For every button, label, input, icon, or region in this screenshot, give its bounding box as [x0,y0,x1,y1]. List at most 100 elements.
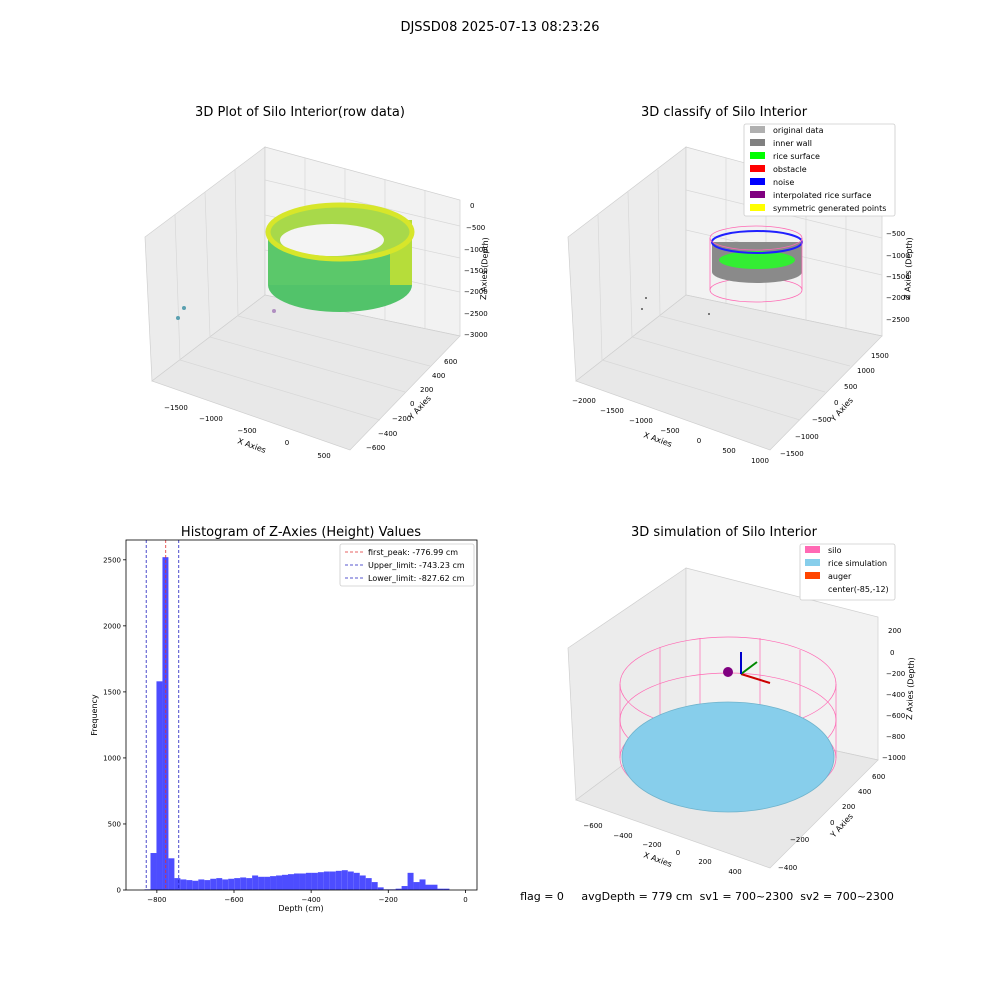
legend-swatch [750,152,765,159]
classify-xtick: −1500 [600,407,624,415]
histogram-bar [353,872,360,890]
raw-xtick: 0 [285,439,289,447]
status-line: flag = 0 avgDepth = 779 cm sv1 = 700~230… [520,890,894,903]
histogram-ytick-label: 1000 [103,754,121,762]
histogram-bar [240,877,247,890]
histogram-ytick-label: 2000 [103,622,121,630]
histogram-bar [377,887,384,890]
classify-ytick: 500 [844,383,857,391]
histogram-title: Histogram of Z-Axies (Height) Values [181,525,421,540]
sim-xtick: 400 [728,868,741,876]
raw-xlabel: X Axies [236,436,267,455]
classify-ytick: 0 [834,399,838,407]
histogram-bar [210,878,217,890]
raw-xtick: 500 [317,452,330,460]
raw-ytick: −400 [378,430,397,438]
panel-raw-3d: 3D Plot of Silo Interior(row data) −1500… [144,105,490,460]
raw-ztick: −2500 [464,310,488,318]
panel-simulation-title: 3D simulation of Silo Interior [631,525,818,540]
sim-xlabel: X Axies [642,850,673,869]
classify-ylabel: Y Axies [828,396,855,424]
raw-outlier-point [182,306,186,310]
histogram-bar [276,875,283,890]
classify-xtick: −2000 [572,397,596,405]
raw-ztick: 0 [470,202,474,210]
legend-swatch [750,139,765,146]
raw-ztick: −1000 [464,246,488,254]
histogram-bar [192,880,199,890]
sim-ztick: −600 [886,712,905,720]
sim-ytick: 600 [872,773,885,781]
histogram-bar [437,888,444,890]
histogram-bar [293,873,300,890]
sim-ytick: 400 [858,788,871,796]
raw-outlier-point [176,316,180,320]
raw-ytick: 400 [432,372,445,380]
sim-legend-frame [799,543,896,601]
raw-outlier-point [272,309,276,313]
classify-ztick: −1000 [886,252,910,260]
legend-label: center(-85,-12) [828,585,889,594]
histogram-bar [407,872,414,890]
classify-xtick: 500 [722,447,735,455]
legend-label: rice simulation [828,559,887,568]
histogram-bar [168,858,175,890]
histogram-bar [425,884,432,890]
legend-label: auger [828,572,852,581]
histogram-yticks: 0 500 1000 1500 2000 2500 [103,556,126,895]
classify-ztick: −1500 [886,273,910,281]
raw-ytick: 0 [410,400,414,408]
histogram-bar [305,872,312,890]
raw-ztick: −2000 [464,288,488,296]
histogram-reference-lines [145,540,180,890]
legend-label: rice surface [773,152,820,161]
raw-ztick: −3000 [464,331,488,339]
legend-swatch [805,546,820,553]
sim-ytick: −200 [790,836,809,844]
histogram-bar [317,872,324,890]
legend-label: original data [773,126,824,135]
panel-histogram: Histogram of Z-Axies (Height) Values −80… [90,525,478,913]
histogram-bar [282,874,288,890]
histogram-bar [311,872,318,890]
raw-floor-pane [151,294,461,451]
histogram-xtick-label: −400 [302,896,321,904]
raw-ytick: 600 [444,358,457,366]
histogram-xtick-label: −800 [147,896,166,904]
histogram-ylabel: Frequency [90,694,99,736]
histogram-bar [270,876,277,890]
raw-ztick: −1500 [464,267,488,275]
classify-xtick: −1000 [629,417,653,425]
raw-zlabel: Z Axies (Depth) [479,237,490,300]
histogram-bar [222,879,229,890]
histogram-bar [234,878,241,890]
panel-raw-title: 3D Plot of Silo Interior(row data) [195,105,405,120]
raw-xtick: −1000 [199,415,223,423]
histogram-bar [341,870,348,890]
legend-swatch [750,126,765,133]
histogram-legend: first_peak: -776.99 cm Upper_limit: -743.… [339,543,475,587]
classify-ztick: −2500 [886,316,910,324]
sim-legend: silo rice simulation auger center(-85,-12) [799,543,896,601]
histogram-bar [150,853,157,890]
histogram-bar [443,888,450,890]
classify-ztick: −2000 [886,294,910,302]
sim-rice-surface [621,701,835,813]
sim-ztick: −400 [886,691,905,699]
raw-point-cloud [176,202,415,320]
figure-suptitle: DJSSD08 2025-07-13 08:23:26 [400,20,599,35]
legend-swatch [805,572,820,579]
legend-swatch [805,559,820,566]
classify-zlabel: Z Axies (Depth) [903,237,914,300]
sim-ytick: 0 [830,819,834,827]
histogram-legend-frame [339,543,475,587]
classify-legend: original data inner wall rice surface obsta… [743,123,896,217]
sim-zlabel: Z Axies (Depth) [905,657,916,720]
histogram-legend-label: Lower_limit: -827.62 cm [368,574,465,583]
histogram-bar [359,875,366,890]
sim-ztick: 0 [890,649,894,657]
sim-ytick: −400 [778,864,797,872]
classify-rice-surface [719,251,795,269]
